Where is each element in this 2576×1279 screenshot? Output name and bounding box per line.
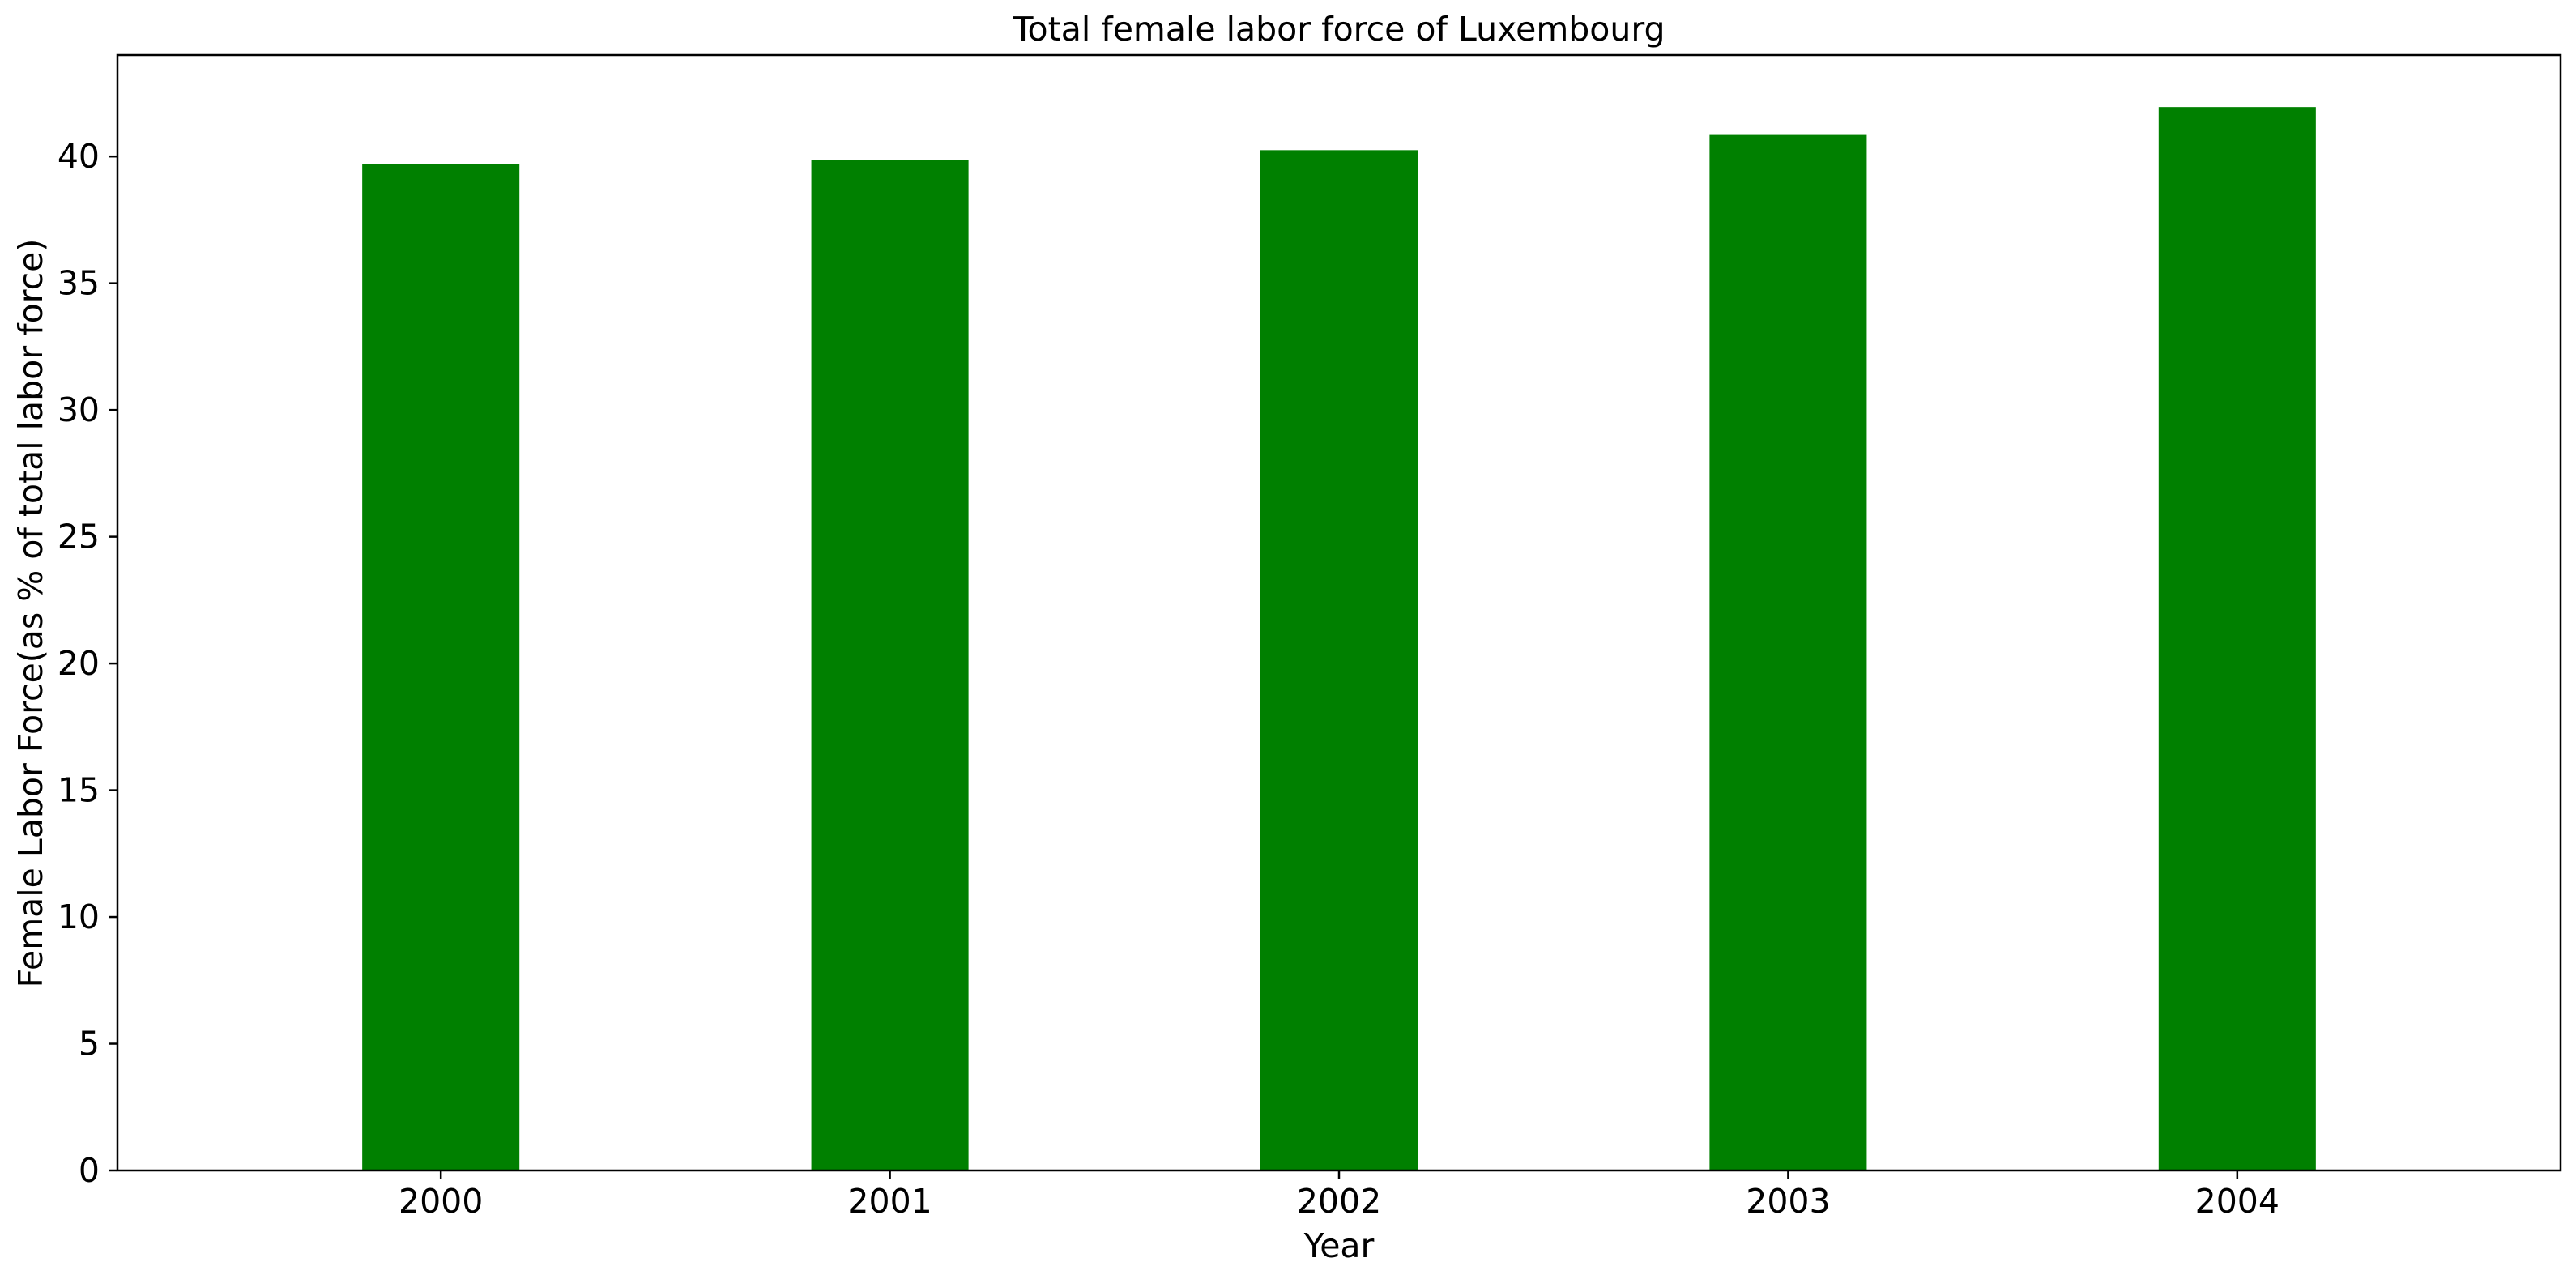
- y-tick-label: 30: [58, 390, 100, 429]
- x-tick-label: 2003: [1746, 1182, 1830, 1221]
- bar-2002: [1260, 150, 1418, 1171]
- x-tick-label: 2004: [2195, 1182, 2280, 1221]
- y-tick-label: 40: [58, 137, 100, 176]
- y-tick-label: 15: [58, 771, 100, 810]
- y-axis-label: Female Labor Force(as % of total labor f…: [11, 239, 50, 988]
- y-tick-label: 25: [58, 518, 100, 556]
- x-tick-label: 2002: [1297, 1182, 1381, 1221]
- bar-2000: [362, 164, 520, 1171]
- y-tick-label: 35: [58, 264, 100, 303]
- y-axis-ticks: 0 5 10 15 20 25 30 35 40: [58, 137, 117, 1190]
- x-tick-label: 2000: [399, 1182, 483, 1221]
- x-tick-label: 2001: [847, 1182, 932, 1221]
- bar-2003: [1709, 134, 1867, 1170]
- x-axis-ticks: 2000 2001 2002 2003 2004: [399, 1170, 2280, 1221]
- y-tick-label: 5: [79, 1025, 100, 1064]
- y-tick-label: 20: [58, 644, 100, 683]
- bar-2004: [2158, 107, 2316, 1171]
- x-axis-label: Year: [1303, 1226, 1375, 1265]
- y-tick-label: 10: [58, 897, 100, 936]
- bar-2001: [811, 160, 969, 1171]
- bars-group: [362, 107, 2316, 1171]
- plot-area-frame: [116, 53, 2562, 1172]
- y-tick-label: 0: [79, 1151, 100, 1190]
- chart-title: Total female labor force of Luxembourg: [1012, 10, 1665, 49]
